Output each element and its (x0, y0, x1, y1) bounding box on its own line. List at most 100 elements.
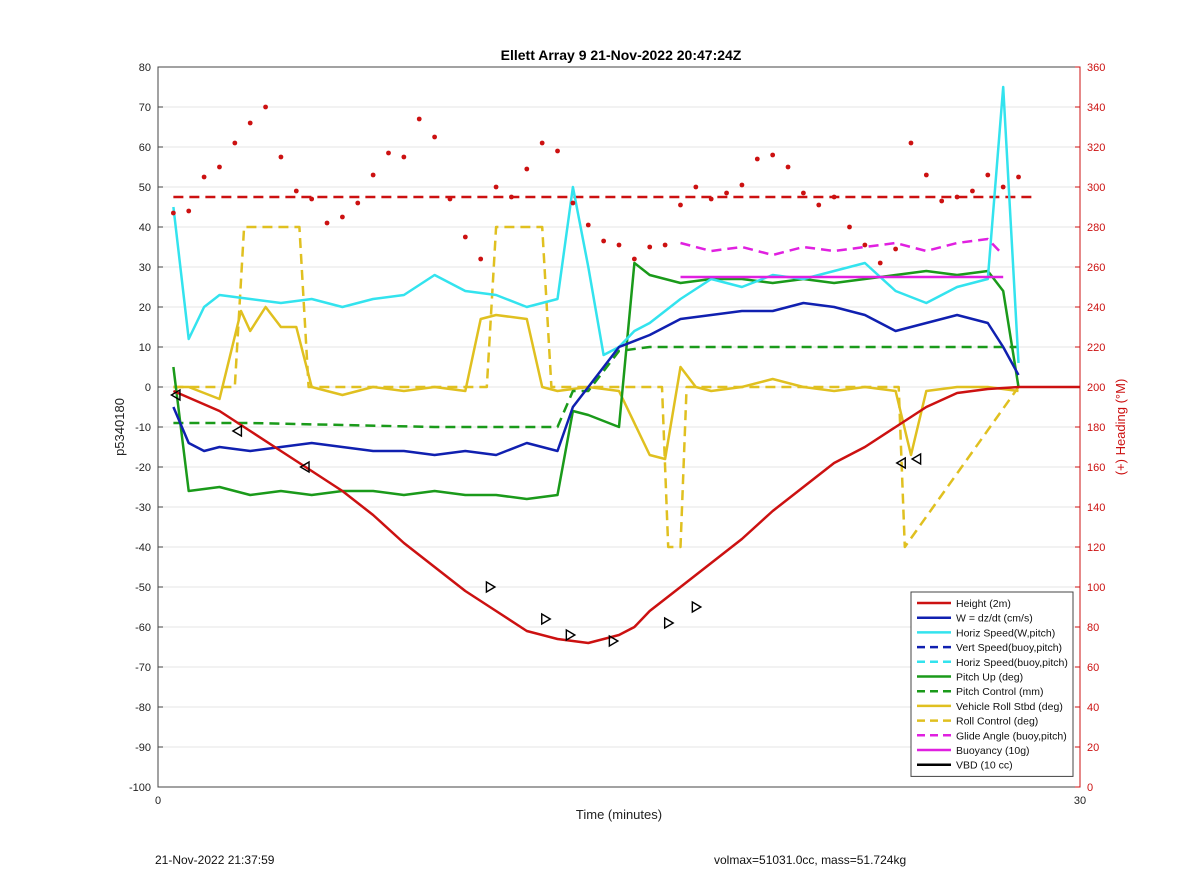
heading-point (432, 134, 437, 140)
y2-tick-label: 20 (1087, 742, 1099, 754)
heading-point (662, 242, 668, 248)
chart-title: Ellett Array 9 21-Nov-2022 20:47:24Z (501, 47, 742, 63)
y-tick-label: -70 (135, 662, 151, 674)
heading-point (847, 224, 852, 230)
heading-point (462, 234, 468, 240)
legend-entry: Vehicle Roll Stbd (deg) (956, 701, 1063, 713)
heading-point (447, 196, 453, 202)
series-line-5 (172, 261, 1020, 501)
series-group (170, 85, 1080, 648)
heading-point (601, 238, 607, 244)
vbd-marker (895, 456, 906, 470)
heading-point (862, 242, 868, 248)
heading-point (1000, 184, 1006, 190)
y2-tick-label: 340 (1087, 102, 1105, 114)
x-tick-label: 0 (155, 795, 161, 807)
heading-point (555, 148, 560, 154)
y2-tick-label: 160 (1087, 462, 1105, 474)
legend-entry: Vert Speed(buoy,pitch) (956, 642, 1062, 654)
heading-point (831, 194, 837, 200)
y2-tick-label: 360 (1087, 62, 1105, 74)
y2-tick-label: 280 (1087, 222, 1105, 234)
legend-box (910, 591, 1074, 777)
heading-point (570, 200, 576, 206)
y-tick-label: -80 (135, 702, 151, 714)
legend: Height (2m) W = dz/dt (cm/s) Horiz Speed(W… (910, 591, 1074, 777)
heading-point (816, 202, 822, 208)
heading-point (877, 260, 883, 266)
legend-entry: Roll Control (deg) (956, 716, 1038, 728)
y2-tick-label: 60 (1087, 662, 1099, 674)
y2-tick-label: 120 (1087, 542, 1105, 554)
vbd-marker (565, 628, 577, 642)
y2-tick-label: 0 (1087, 782, 1093, 794)
heading-point (954, 194, 960, 200)
vbd-marker (691, 600, 703, 614)
heading-point (908, 140, 914, 146)
x-tick-label: 30 (1074, 795, 1086, 807)
heading-point (524, 166, 530, 172)
heading-point (170, 210, 176, 216)
y-tick-label: -40 (135, 542, 151, 554)
y2-tick-label: 100 (1087, 582, 1105, 594)
heading-point (370, 172, 376, 178)
y2-tick-label: 320 (1087, 142, 1105, 154)
heading-point (278, 154, 284, 160)
heading-point (893, 246, 898, 252)
y2-axis-label: (+) Heading (°M) (1113, 379, 1128, 476)
heading-point (217, 164, 222, 170)
vbd-marker (608, 634, 620, 648)
y-tick-label: 70 (139, 102, 151, 114)
x-axis-label: Time (minutes) (576, 807, 662, 822)
heading-point (478, 256, 484, 262)
y-tick-label: 10 (139, 342, 151, 354)
footer-info: volmax=51031.0cc, mass=51.724kg (714, 853, 906, 867)
vbd-marker (170, 388, 181, 402)
heading-point (1016, 174, 1021, 180)
heading-point (401, 154, 407, 160)
vbd-marker (231, 424, 243, 438)
series-line-0 (172, 385, 1080, 645)
legend-entry: Buoyancy (10g) (956, 745, 1030, 757)
heading-point (939, 198, 945, 204)
y-tick-label: -10 (135, 422, 151, 434)
heading-point (186, 208, 192, 214)
y-axis-label: p5340180 (112, 398, 127, 456)
vbd-marker (910, 452, 922, 466)
legend-entry: Horiz Speed(W,pitch) (956, 627, 1055, 639)
y-tick-label: -30 (135, 502, 151, 514)
vbd-marker (663, 616, 675, 630)
heading-point (201, 174, 207, 180)
right-axis-ticks: 3603403203002802602402202001801601401201… (1075, 62, 1105, 794)
y-tick-label: -20 (135, 462, 151, 474)
y-tick-label: 40 (139, 222, 151, 234)
heading-point (493, 184, 499, 190)
y2-tick-label: 260 (1087, 262, 1105, 274)
heading-point (724, 190, 729, 196)
heading-point (539, 140, 545, 146)
heading-point (340, 214, 345, 220)
y2-tick-label: 140 (1087, 502, 1105, 514)
heading-point (232, 140, 238, 146)
legend-entry: W = dz/dt (cm/s) (956, 613, 1033, 625)
x-axis-ticks: 0 30 (155, 795, 1086, 807)
heading-point (801, 190, 806, 196)
y2-tick-label: 40 (1087, 702, 1099, 714)
y-tick-label: 60 (139, 142, 151, 154)
heading-point (355, 200, 361, 206)
heading-point (416, 116, 422, 122)
heading-point (923, 172, 929, 178)
legend-entry: Glide Angle (buoy,pitch) (956, 730, 1067, 742)
legend-entry: Pitch Up (deg) (956, 672, 1023, 684)
heading-point (631, 256, 637, 262)
heading-point (247, 120, 253, 126)
heading-point (293, 188, 299, 194)
y2-tick-label: 200 (1087, 382, 1105, 394)
y2-tick-label: 220 (1087, 342, 1105, 354)
y-tick-label: -60 (135, 622, 151, 634)
vbd-marker (485, 580, 497, 594)
series-line-1 (172, 301, 1020, 457)
y-tick-label: -90 (135, 742, 151, 754)
y-tick-label: -50 (135, 582, 151, 594)
